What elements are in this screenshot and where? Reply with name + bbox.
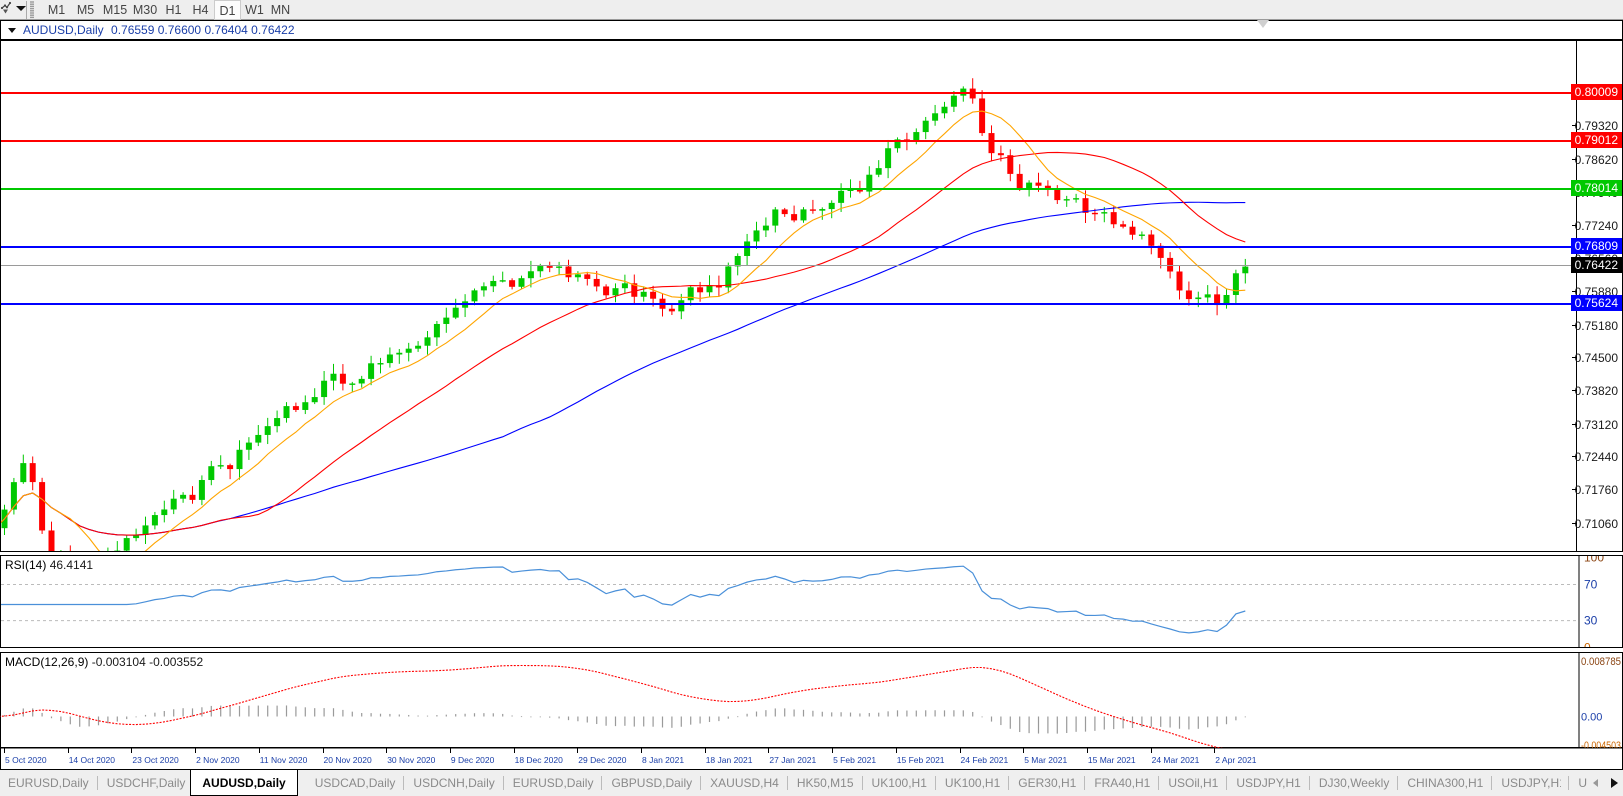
svg-text:70: 70 (1584, 578, 1598, 592)
svg-text:0: 0 (1584, 641, 1591, 648)
svg-text:0.008785: 0.008785 (1581, 656, 1621, 668)
svg-text:30: 30 (1584, 614, 1598, 628)
svg-text:0.00: 0.00 (1581, 712, 1602, 724)
svg-text:100: 100 (1584, 556, 1604, 565)
